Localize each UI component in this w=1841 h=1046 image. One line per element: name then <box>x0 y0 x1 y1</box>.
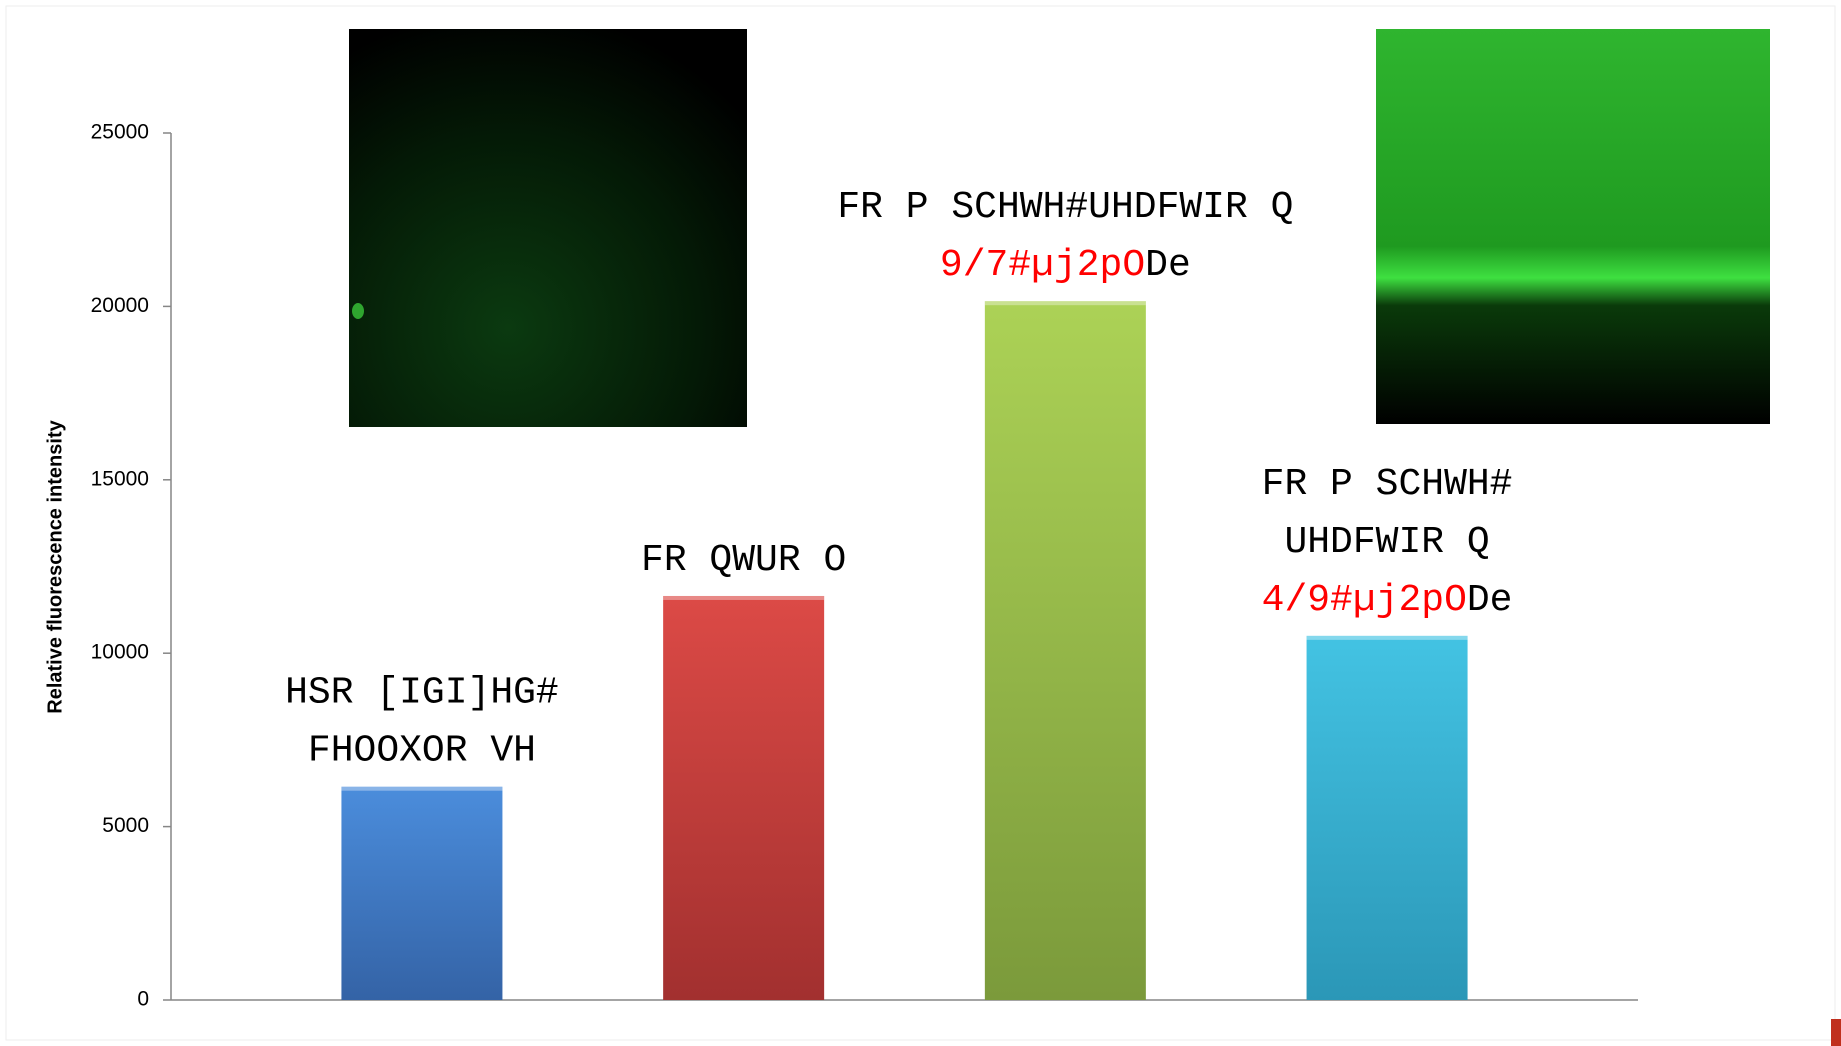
bar-label-part: FR P SCHWH#UHDFWIR Q <box>837 186 1293 229</box>
y-tick-label: 10000 <box>91 641 149 664</box>
bar-edge <box>984 301 1146 306</box>
bar-label-part: De <box>1467 579 1513 622</box>
bar-label: UHDFWIR Q <box>1284 521 1489 564</box>
y-tick-label: 5000 <box>102 814 149 837</box>
bar-label-part: 4/9#µj2pO <box>1262 579 1467 622</box>
y-tick-label: 0 <box>137 988 149 1011</box>
bar-label-part: 9/7#µj2pO <box>940 244 1145 287</box>
micrograph-right <box>1376 29 1770 424</box>
bar-label: 4/9#µj2pODe <box>1262 579 1513 622</box>
bar-label: HSR [IGI]HG# <box>285 672 559 715</box>
bar <box>663 595 825 1000</box>
bar <box>1306 635 1468 1000</box>
bar-label-part: HSR [IGI]HG# <box>285 672 559 715</box>
bar-edge <box>341 786 503 791</box>
bar-label-part: FR P SCHWH# <box>1262 463 1513 506</box>
micrograph-left <box>349 29 747 427</box>
bar-edge <box>1306 635 1468 640</box>
y-axis-title: Relative fluorescence intensity <box>44 419 66 713</box>
bar-label: FR P SCHWH#UHDFWIR Q <box>837 186 1293 229</box>
bar-label-part: FHOOXOR VH <box>308 730 536 773</box>
bar-edge <box>663 595 825 600</box>
bar-label: FR QWUR O <box>641 539 846 582</box>
y-tick-label: 20000 <box>91 294 149 317</box>
bar-label: 9/7#µj2pODe <box>940 244 1191 287</box>
bar-label-part: FR QWUR O <box>641 539 846 582</box>
bar-label: FR P SCHWH# <box>1262 463 1513 506</box>
y-tick-label: 15000 <box>91 467 149 490</box>
bar-label-part: UHDFWIR Q <box>1284 521 1489 564</box>
bar <box>341 786 503 1000</box>
corner-marker <box>1831 1019 1841 1046</box>
bar <box>984 301 1146 1000</box>
micrograph-spot <box>352 303 364 319</box>
bar-label-part: De <box>1145 244 1191 287</box>
page-frame <box>5 5 1836 1041</box>
y-tick-label: 25000 <box>91 121 149 144</box>
bar-label: FHOOXOR VH <box>308 730 536 773</box>
